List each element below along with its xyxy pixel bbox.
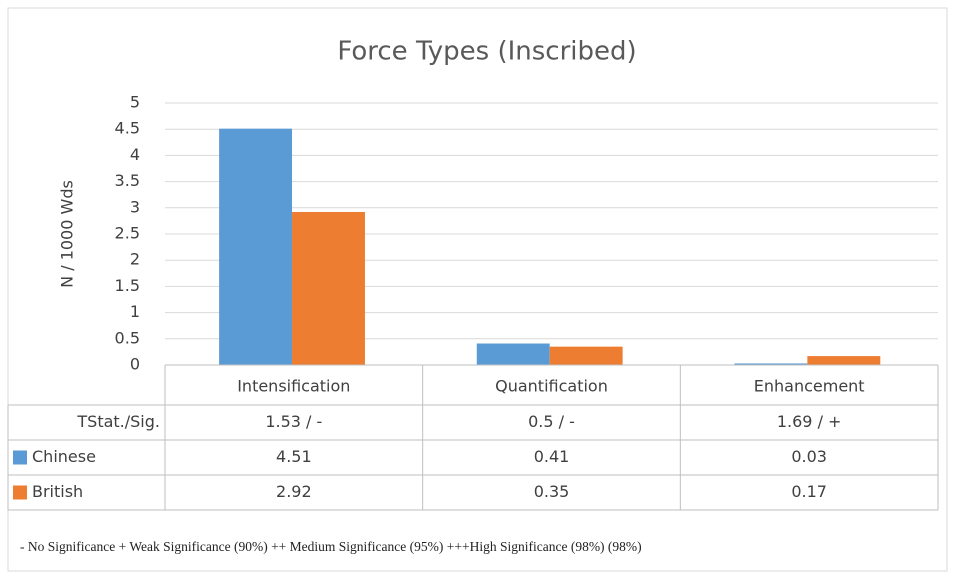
y-tick-label: 2.5: [115, 224, 140, 243]
y-tick-label: 4: [130, 145, 140, 164]
y-tick-label: 2: [130, 250, 140, 269]
table-value: 0.35: [534, 482, 570, 501]
y-axis-label: N / 1000 Wds: [58, 180, 77, 288]
footnote: - No Significance + Weak Significance (9…: [20, 539, 642, 554]
stat-row-label: TStat./Sig.: [76, 412, 160, 431]
legend-key: [13, 485, 27, 500]
legend-key: [13, 450, 27, 465]
table-value: 0.03: [791, 447, 827, 466]
bar: [807, 356, 881, 365]
table-value: 2.92: [276, 482, 312, 501]
y-tick-label: 5: [130, 93, 140, 112]
table-value: 4.51: [276, 447, 312, 466]
stat-cell: 1.69 / +: [777, 412, 842, 431]
x-tick-label: Enhancement: [754, 377, 865, 396]
chart-title: Force Types (Inscribed): [337, 37, 636, 67]
legend-label: British: [32, 482, 83, 501]
x-tick-label: Quantification: [495, 377, 608, 396]
table-value: 0.17: [791, 482, 827, 501]
bar: [549, 346, 623, 365]
bar: [219, 128, 293, 365]
y-tick-label: 3: [130, 197, 140, 216]
bar: [292, 211, 365, 365]
y-tick-label: 0.5: [115, 328, 140, 347]
stat-cell: 0.5 / -: [528, 412, 575, 431]
x-tick-label: Intensification: [237, 377, 350, 396]
table-value: 0.41: [534, 447, 570, 466]
y-tick-label: 1: [130, 302, 140, 321]
y-tick-label: 0: [130, 355, 140, 374]
stat-cell: 1.53 / -: [265, 412, 322, 431]
legend-label: Chinese: [32, 447, 96, 466]
y-tick-label: 1.5: [115, 276, 140, 295]
bar: [476, 343, 550, 365]
y-tick-label: 3.5: [115, 171, 140, 190]
bar: [734, 363, 808, 365]
y-tick-label: 4.5: [115, 119, 140, 138]
